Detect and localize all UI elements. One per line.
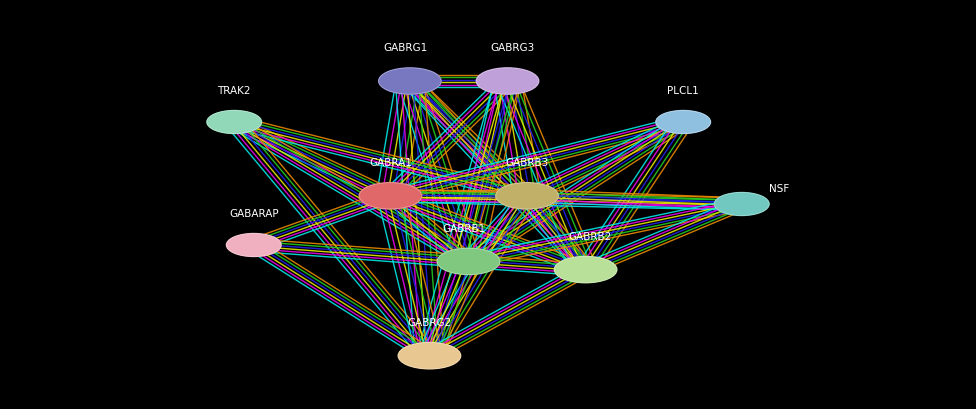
Text: GABARAP: GABARAP — [229, 209, 278, 218]
Circle shape — [207, 111, 262, 134]
Text: GABRG3: GABRG3 — [490, 43, 535, 53]
Text: TRAK2: TRAK2 — [218, 86, 251, 96]
Text: GABRA1: GABRA1 — [369, 158, 412, 168]
Text: GABRB2: GABRB2 — [569, 231, 612, 241]
Text: GABRB1: GABRB1 — [442, 223, 485, 233]
Circle shape — [226, 234, 281, 257]
Circle shape — [656, 111, 711, 134]
Text: NSF: NSF — [769, 183, 789, 193]
Text: PLCL1: PLCL1 — [668, 86, 699, 96]
Circle shape — [554, 257, 617, 283]
Circle shape — [398, 343, 461, 369]
Circle shape — [496, 183, 558, 209]
Text: GABRB3: GABRB3 — [506, 158, 549, 168]
Circle shape — [359, 183, 422, 209]
Circle shape — [437, 249, 500, 275]
Text: GABRG1: GABRG1 — [383, 43, 427, 53]
Circle shape — [714, 193, 769, 216]
Text: GABRG2: GABRG2 — [407, 317, 452, 327]
Circle shape — [476, 69, 539, 95]
Circle shape — [379, 69, 441, 95]
